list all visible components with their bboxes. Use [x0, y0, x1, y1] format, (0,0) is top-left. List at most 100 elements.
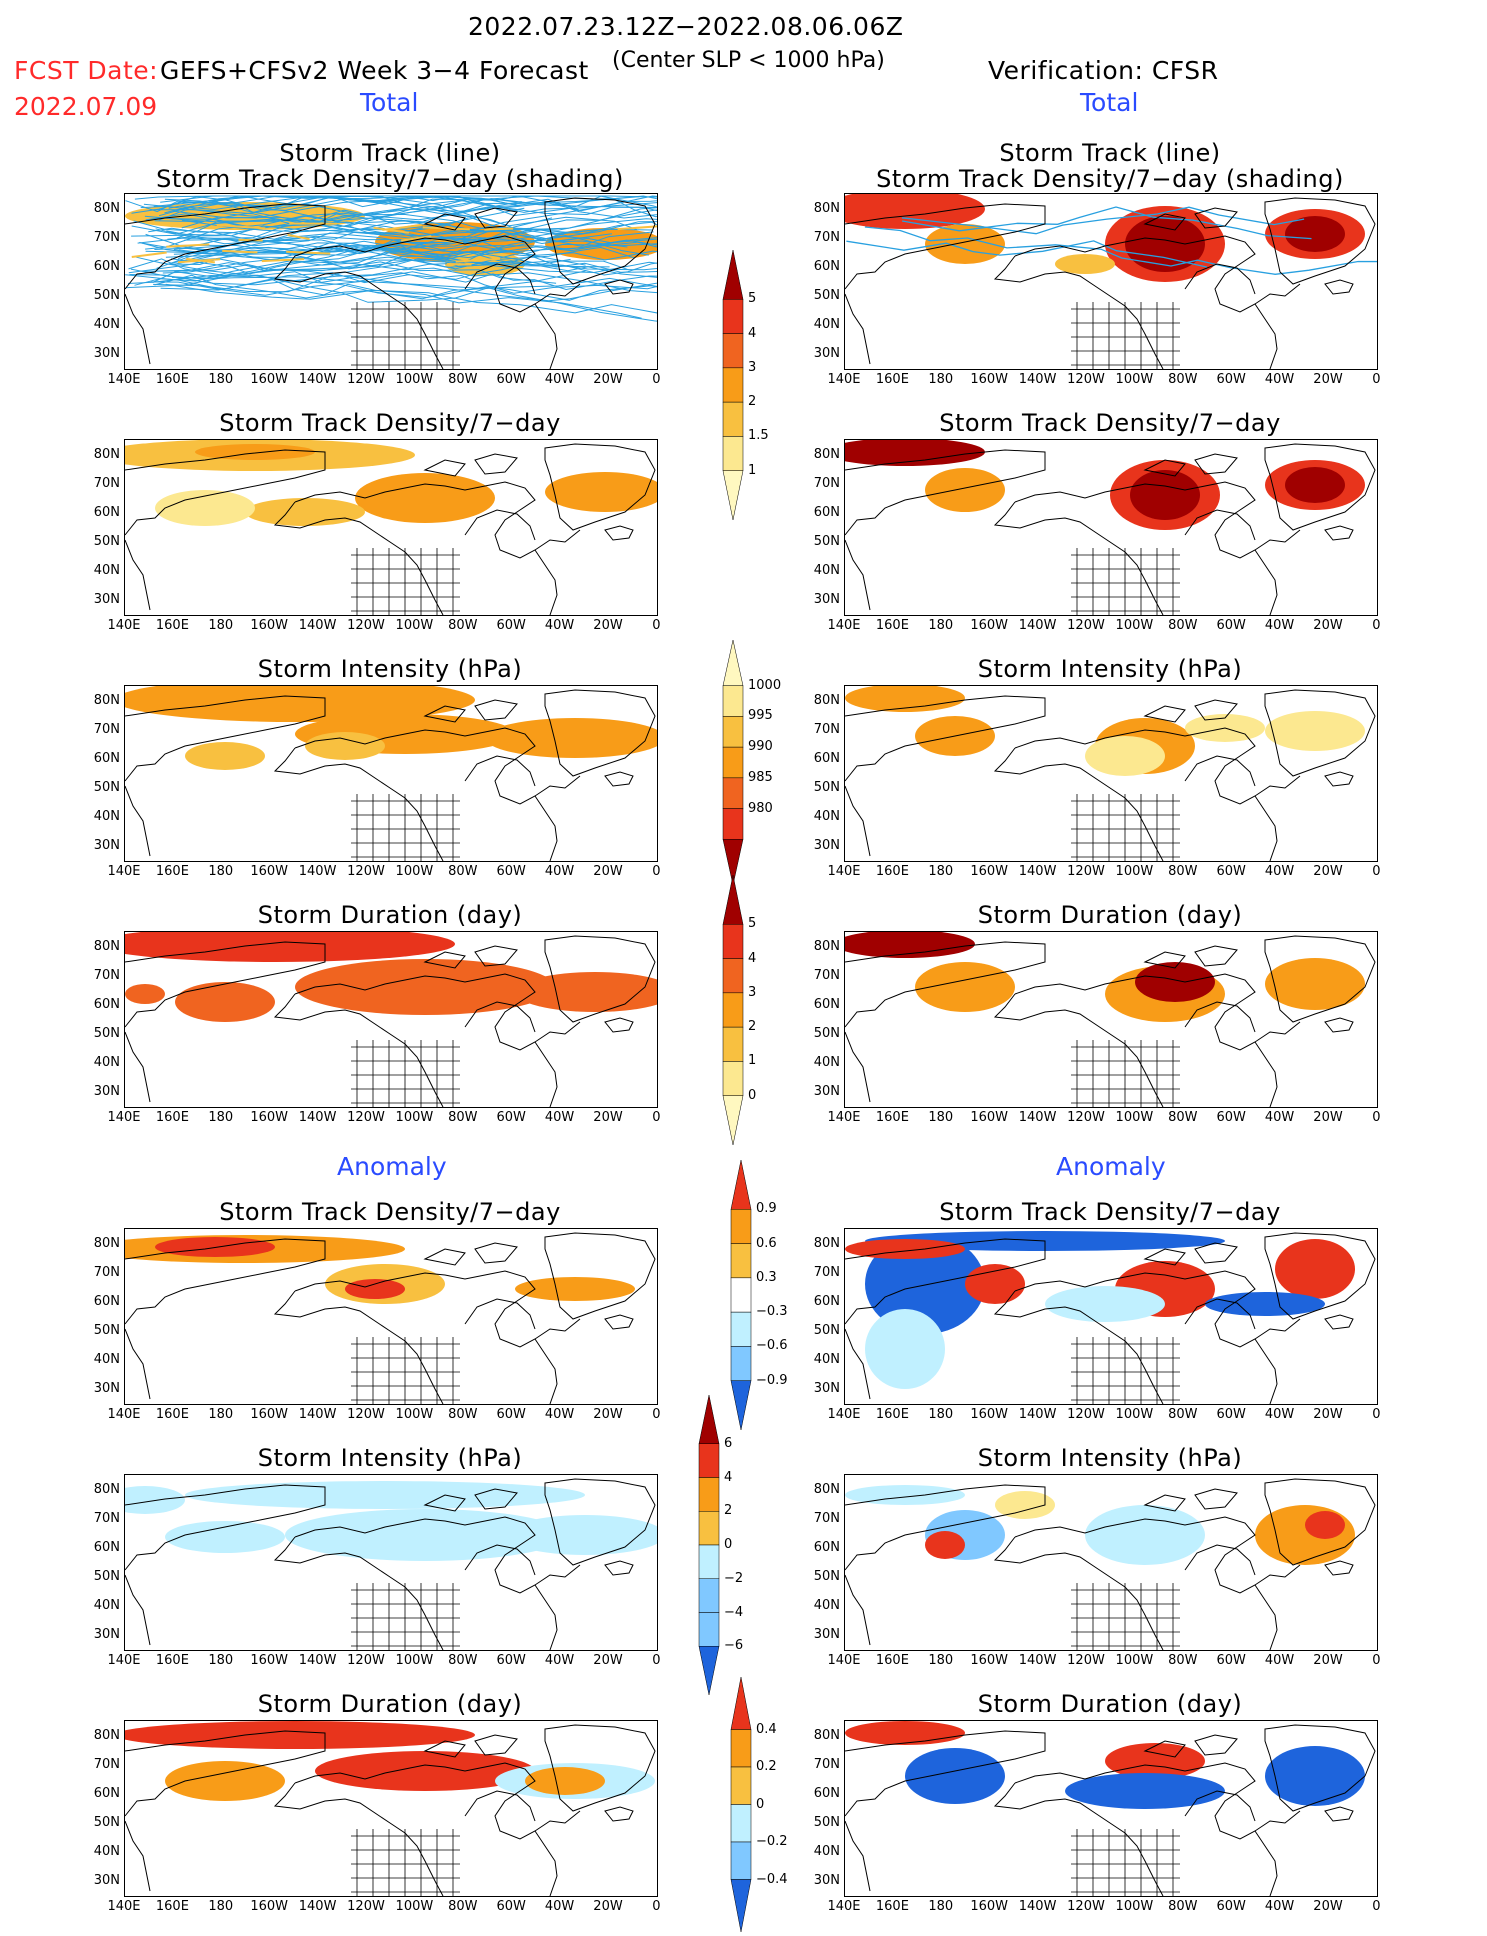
lon-tick-label: 20W [588, 372, 628, 387]
coastline [275, 1783, 443, 1896]
coastline [1325, 772, 1353, 786]
lat-tick-label: 60N [86, 259, 120, 274]
lon-tick-label: 180 [201, 618, 241, 633]
panel-title: Storm Track (line) [90, 139, 690, 167]
lat-tick-label: 30N [86, 838, 120, 853]
colorbar-label: 2 [748, 394, 756, 409]
map-panel-r1-c0 [124, 439, 658, 616]
lon-tick-label: 0 [636, 618, 676, 633]
lon-tick-label: 20W [588, 1899, 628, 1914]
coastline [845, 540, 870, 610]
panel-title: Storm Duration (day) [90, 901, 690, 929]
colorbar-segment [731, 1842, 751, 1880]
colorbar-label: −0.3 [756, 1304, 788, 1319]
lat-tick-label: 70N [806, 1511, 840, 1526]
lon-tick-label: 0 [1356, 864, 1396, 879]
shaded-region [845, 440, 985, 466]
lat-tick-label: 30N [806, 1627, 840, 1642]
lat-tick-label: 70N [806, 1265, 840, 1280]
lat-tick-label: 80N [86, 1482, 120, 1497]
colorbar-label: 985 [748, 770, 773, 785]
shaded-region [515, 1277, 635, 1301]
colorbar-segment [723, 778, 743, 809]
lon-tick-label: 20W [1308, 1407, 1348, 1422]
lat-tick-label: 80N [806, 1236, 840, 1251]
lon-tick-label: 160W [249, 1110, 289, 1125]
coastline [275, 748, 443, 861]
colorbar-segment [723, 747, 743, 778]
lon-tick-label: 60W [491, 1899, 531, 1914]
colorbar-intensity_anom [698, 1395, 720, 1699]
shaded-region [1055, 254, 1115, 274]
lat-tick-label: 70N [806, 230, 840, 245]
lon-tick-label: 40W [1260, 372, 1300, 387]
lon-tick-label: 140E [824, 1110, 864, 1125]
lat-tick-label: 40N [86, 1598, 120, 1613]
shaded-region [1045, 1286, 1165, 1322]
colorbar-segment [723, 1096, 743, 1145]
colorbar-label: −0.9 [756, 1373, 788, 1388]
lon-tick-label: 180 [921, 618, 961, 633]
coastline [1195, 1489, 1237, 1509]
colorbar-label: 4 [724, 1470, 732, 1485]
coastline [425, 1249, 465, 1265]
lat-tick-label: 70N [806, 722, 840, 737]
lat-tick-label: 80N [86, 693, 120, 708]
colorbar-segment [723, 809, 743, 840]
coastline [535, 1585, 557, 1650]
panel-title: Storm Track Density/7−day (shading) [810, 165, 1410, 193]
lon-tick-label: 40W [540, 1110, 580, 1125]
lon-tick-label: 60W [1211, 1653, 1251, 1668]
shaded-region [165, 1761, 285, 1801]
lon-tick-label: 120W [1066, 864, 1106, 879]
lon-tick-label: 20W [588, 1407, 628, 1422]
map-panel-r2-c0 [124, 685, 658, 862]
lon-tick-label: 160E [152, 864, 192, 879]
colorbar-segment [731, 1312, 751, 1346]
panel-title: Storm Track Density/7−day [810, 1198, 1410, 1226]
colorbar-label: 4 [748, 326, 756, 341]
lon-tick-label: 180 [921, 1110, 961, 1125]
fcst-date-value: 2022.07.09 [14, 92, 157, 121]
lon-tick-label: 140W [298, 1899, 338, 1914]
map-panel-r0-c0 [124, 193, 658, 370]
colorbar-label: 995 [748, 708, 773, 723]
lon-tick-label: 100W [394, 1899, 434, 1914]
coastline [465, 1299, 535, 1329]
coastline [275, 1291, 443, 1404]
shaded-region [1265, 711, 1365, 751]
lon-tick-label: 60W [1211, 1899, 1251, 1914]
coastline [125, 294, 150, 364]
lat-tick-label: 80N [806, 693, 840, 708]
coastline [845, 1575, 870, 1645]
colorbar-label: 1.5 [748, 428, 769, 443]
lon-tick-label: 140W [1018, 1407, 1058, 1422]
lon-tick-label: 100W [1114, 864, 1154, 879]
lat-tick-label: 50N [86, 1815, 120, 1830]
colorbar-label: 3 [748, 360, 756, 375]
anomaly-label-right: Anomaly [1056, 1152, 1166, 1181]
lon-tick-label: 80W [1163, 372, 1203, 387]
lon-tick-label: 160E [152, 618, 192, 633]
lon-tick-label: 40W [1260, 864, 1300, 879]
lon-tick-label: 0 [636, 1899, 676, 1914]
lat-tick-label: 30N [806, 1084, 840, 1099]
lon-tick-label: 100W [394, 618, 434, 633]
lon-tick-label: 120W [1066, 618, 1106, 633]
coastline [535, 304, 557, 369]
shaded-region [485, 718, 657, 758]
coastline [475, 1243, 517, 1263]
shaded-region [305, 732, 385, 760]
lon-tick-label: 20W [1308, 1110, 1348, 1125]
lon-tick-label: 120W [346, 1899, 386, 1914]
colorbar-segment [723, 471, 743, 520]
lat-tick-label: 80N [86, 1728, 120, 1743]
lat-tick-label: 70N [86, 1511, 120, 1526]
shaded-region [1130, 470, 1200, 520]
lon-tick-label: 140W [1018, 864, 1058, 879]
coastline [125, 540, 150, 610]
lon-tick-label: 180 [201, 864, 241, 879]
lon-tick-label: 180 [921, 864, 961, 879]
colorbar-segment [731, 1805, 751, 1843]
colorbar-label: −6 [724, 1638, 743, 1653]
